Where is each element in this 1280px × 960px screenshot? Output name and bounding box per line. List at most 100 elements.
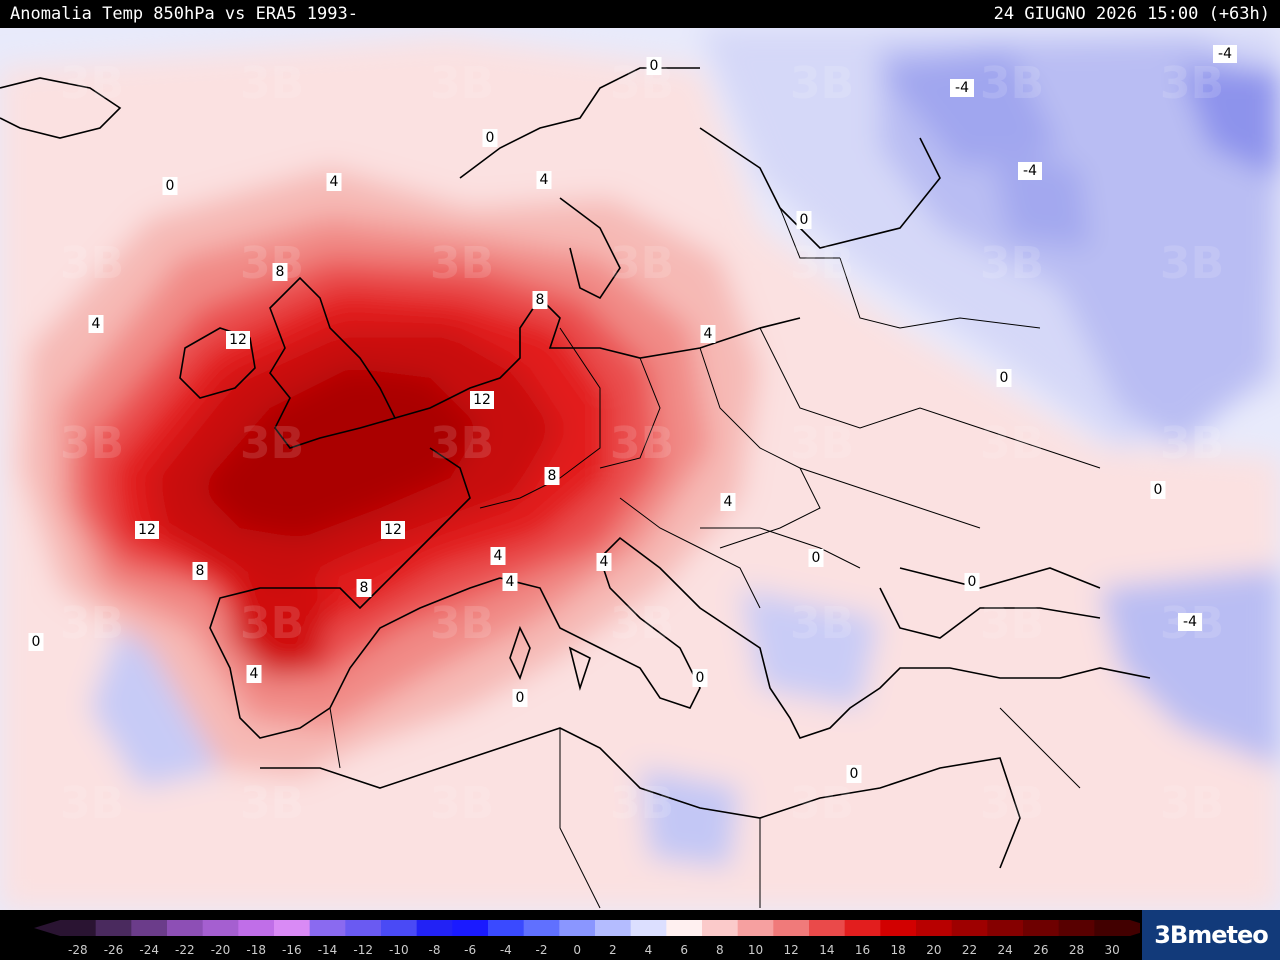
svg-text:4: 4 — [600, 554, 609, 570]
legend-swatch — [773, 920, 810, 936]
svg-text:0: 0 — [968, 574, 977, 590]
legend-swatch — [309, 920, 346, 936]
svg-text:0: 0 — [1154, 482, 1163, 498]
legend-tick-label: -24 — [139, 943, 159, 957]
svg-text:12: 12 — [138, 522, 156, 538]
watermark: 3B — [610, 238, 674, 289]
contour-label: 0 — [692, 669, 708, 687]
watermark: 3B — [790, 58, 854, 109]
forecast-datetime: 24 GIUGNO 2026 15:00 (+63h) — [993, 4, 1270, 24]
legend-tick-label: -18 — [246, 943, 266, 957]
contour-label: 4 — [536, 171, 552, 189]
contour-label: 4 — [596, 553, 612, 571]
legend-swatch — [131, 920, 168, 936]
svg-text:0: 0 — [166, 178, 175, 194]
watermark: 3B — [790, 778, 854, 829]
legend-swatch — [916, 920, 953, 936]
contour-label: 12 — [226, 331, 250, 349]
legend-tick-label: 22 — [962, 943, 977, 957]
contour-label: 12 — [381, 521, 405, 539]
watermark-layer: 3B 3B 3B 3B 3B 3B 3B 3B 3B 3B 3B 3B 3B 3B 3B 3B 3B 3B 3B 3B… — [60, 58, 1224, 829]
watermark: 3B — [610, 598, 674, 649]
legend-swatch — [809, 920, 846, 936]
legend-swatch — [381, 920, 418, 936]
watermark: 3B — [1160, 418, 1224, 469]
watermark: 3B — [610, 58, 674, 109]
legend-tick-label: 18 — [891, 943, 906, 957]
brand-logo-text: 3Bmeteo — [1154, 921, 1269, 949]
watermark: 3B — [980, 58, 1044, 109]
watermark: 3B — [430, 418, 494, 469]
svg-text:0: 0 — [800, 212, 809, 228]
watermark: 3B — [430, 778, 494, 829]
contour-label: 0 — [482, 129, 498, 147]
watermark: 3B — [60, 598, 124, 649]
legend-tick-label: 16 — [855, 943, 870, 957]
svg-text:4: 4 — [250, 666, 259, 682]
watermark: 3B — [980, 238, 1044, 289]
map-canvas: 3B 3B 3B 3B 3B 3B 3B 3B 3B 3B 3B 3B 3B 3B 3B 3B 3B 3B 3B 3B… — [0, 28, 1280, 910]
legend-arrow-left — [34, 920, 60, 936]
svg-text:0: 0 — [1000, 370, 1009, 386]
svg-text:-4: -4 — [955, 80, 969, 96]
svg-text:4: 4 — [724, 494, 733, 510]
watermark: 3B — [790, 418, 854, 469]
watermark: 3B — [240, 598, 304, 649]
svg-text:-4: -4 — [1218, 46, 1232, 62]
contour-label: 8 — [356, 579, 372, 597]
contour-label: -4 — [1213, 45, 1237, 63]
legend-tick-label: -4 — [500, 943, 512, 957]
legend-swatch — [737, 920, 774, 936]
legend-tick-label: 6 — [680, 943, 688, 957]
legend-swatch — [1094, 920, 1131, 936]
legend-swatch — [880, 920, 917, 936]
contour-label: 4 — [88, 315, 104, 333]
legend-tick-label: -12 — [353, 943, 373, 957]
color-scale-legend: -28 -26 -24 -22 -20 -18 -16 -14 -12 -10 -8 -6 -4 -2 0 2… — [34, 920, 1140, 957]
legend-tick-label: 24 — [998, 943, 1013, 957]
watermark: 3B — [430, 598, 494, 649]
contour-label: 8 — [272, 263, 288, 281]
svg-text:8: 8 — [548, 468, 557, 484]
footer-bar: -28 -26 -24 -22 -20 -18 -16 -14 -12 -10 -8 -6 -4 -2 0 2… — [0, 910, 1280, 960]
legend-tick-label: 26 — [1033, 943, 1048, 957]
svg-text:-4: -4 — [1183, 614, 1197, 630]
legend-swatch — [95, 920, 132, 936]
svg-text:8: 8 — [276, 264, 285, 280]
watermark: 3B — [610, 778, 674, 829]
svg-text:0: 0 — [516, 690, 525, 706]
legend-swatch — [1058, 920, 1095, 936]
watermark: 3B — [980, 418, 1044, 469]
svg-text:0: 0 — [32, 634, 41, 650]
legend-tick-label: -22 — [175, 943, 195, 957]
legend-tick-label: -6 — [464, 943, 476, 957]
anomaly-map: 3B 3B 3B 3B 3B 3B 3B 3B 3B 3B 3B 3B 3B 3B 3B 3B 3B 3B 3B 3B… — [0, 28, 1280, 910]
watermark: 3B — [240, 238, 304, 289]
svg-text:4: 4 — [704, 326, 713, 342]
svg-text:-4: -4 — [1023, 163, 1037, 179]
contour-label: -4 — [1018, 162, 1042, 180]
watermark: 3B — [790, 238, 854, 289]
legend-tick-label: -8 — [429, 943, 441, 957]
legend-swatch — [202, 920, 239, 936]
contour-label: 0 — [846, 765, 862, 783]
legend-swatch — [238, 920, 275, 936]
legend-tick-label: 20 — [926, 943, 941, 957]
legend-swatch — [488, 920, 525, 936]
svg-text:4: 4 — [330, 174, 339, 190]
contour-label: 4 — [326, 173, 342, 191]
contour-label: 0 — [796, 211, 812, 229]
watermark: 3B — [240, 778, 304, 829]
legend-swatch — [559, 920, 596, 936]
contour-label: 4 — [246, 665, 262, 683]
watermark: 3B — [430, 238, 494, 289]
contour-label: 4 — [720, 493, 736, 511]
borders — [329, 207, 1101, 909]
legend-swatch — [167, 920, 204, 936]
legend-arrow-right — [1130, 920, 1140, 936]
contour-label: 4 — [490, 547, 506, 565]
watermark: 3B — [60, 778, 124, 829]
legend-tick-label: 12 — [784, 943, 799, 957]
watermark: 3B — [60, 418, 124, 469]
contour-label: -4 — [950, 79, 974, 97]
